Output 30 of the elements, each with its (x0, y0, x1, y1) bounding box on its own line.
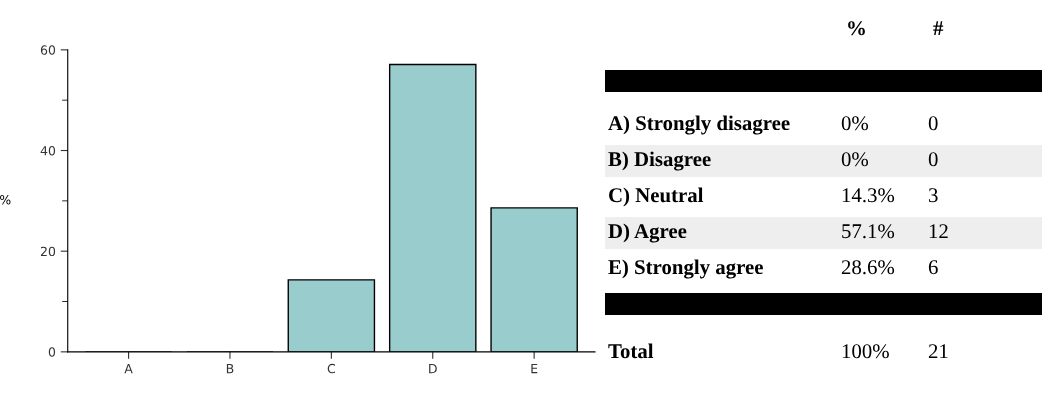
text: # (933, 21, 944, 36)
text: % (848, 21, 865, 36)
text: D) Agree (608, 223, 687, 243)
text: 21 (928, 344, 948, 359)
text: B) Disagree (608, 151, 711, 171)
y-tick-label: 60 (40, 45, 56, 55)
text: E) Strongly agree (608, 259, 763, 279)
y-tick-label: 20 (40, 246, 56, 257)
text: 100% (842, 344, 889, 359)
text: Total (608, 343, 654, 359)
y-tick-label: 40 (40, 145, 56, 156)
x-tick-label: A (124, 364, 133, 374)
x-tick-label: B (226, 364, 234, 374)
text: 0 (928, 152, 938, 167)
text: 0 (928, 116, 938, 131)
y-tick-label: 0 (48, 347, 56, 357)
x-tick-label: C (327, 363, 336, 374)
text: 14.3% (842, 188, 895, 203)
text: C) Neutral (609, 187, 704, 207)
text: 0% (841, 116, 869, 131)
text: 0% (841, 152, 869, 167)
x-tick-label: E (531, 364, 538, 374)
x-tick-label: D (429, 364, 437, 374)
text: 12 (929, 224, 948, 239)
text: 3 (929, 188, 938, 203)
text: 28.6% (841, 260, 895, 275)
text: 6 (928, 260, 938, 275)
text: A) Strongly disagree (608, 115, 790, 135)
y-axis-title: % (0, 195, 11, 205)
text: 57.1% (842, 224, 895, 239)
